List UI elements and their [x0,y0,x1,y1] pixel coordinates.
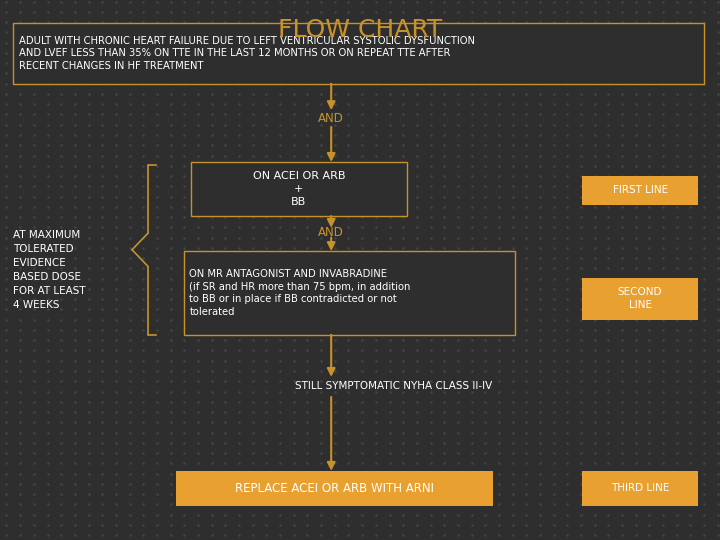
Text: REPLACE ACEI OR ARB WITH ARNI: REPLACE ACEI OR ARB WITH ARNI [235,482,434,495]
Text: AND: AND [318,226,344,239]
FancyBboxPatch shape [582,278,698,320]
FancyBboxPatch shape [582,471,698,506]
Text: THIRD LINE: THIRD LINE [611,483,670,494]
FancyBboxPatch shape [184,251,515,335]
Text: AND: AND [318,112,344,125]
FancyBboxPatch shape [191,162,407,216]
FancyBboxPatch shape [176,471,493,506]
FancyBboxPatch shape [13,23,704,84]
Text: SECOND
LINE: SECOND LINE [618,287,662,310]
Text: FIRST LINE: FIRST LINE [613,185,667,195]
Text: STILL SYMPTOMATIC NYHA CLASS II-IV: STILL SYMPTOMATIC NYHA CLASS II-IV [295,381,492,391]
Text: ON MR ANTAGONIST AND INVABRADINE
(if SR and HR more than 75 bpm, in addition
to : ON MR ANTAGONIST AND INVABRADINE (if SR … [189,269,410,317]
Text: AT MAXIMUM
TOLERATED
EVIDENCE
BASED DOSE
FOR AT LEAST
4 WEEKS: AT MAXIMUM TOLERATED EVIDENCE BASED DOSE… [13,230,86,310]
FancyBboxPatch shape [582,176,698,205]
Text: FLOW CHART: FLOW CHART [278,18,442,42]
Text: ON ACEI OR ARB
+
BB: ON ACEI OR ARB + BB [253,171,345,207]
Text: ADULT WITH CHRONIC HEART FAILURE DUE TO LEFT VENTRICULAR SYSTOLIC DYSFUNCTION
AN: ADULT WITH CHRONIC HEART FAILURE DUE TO … [19,36,474,71]
